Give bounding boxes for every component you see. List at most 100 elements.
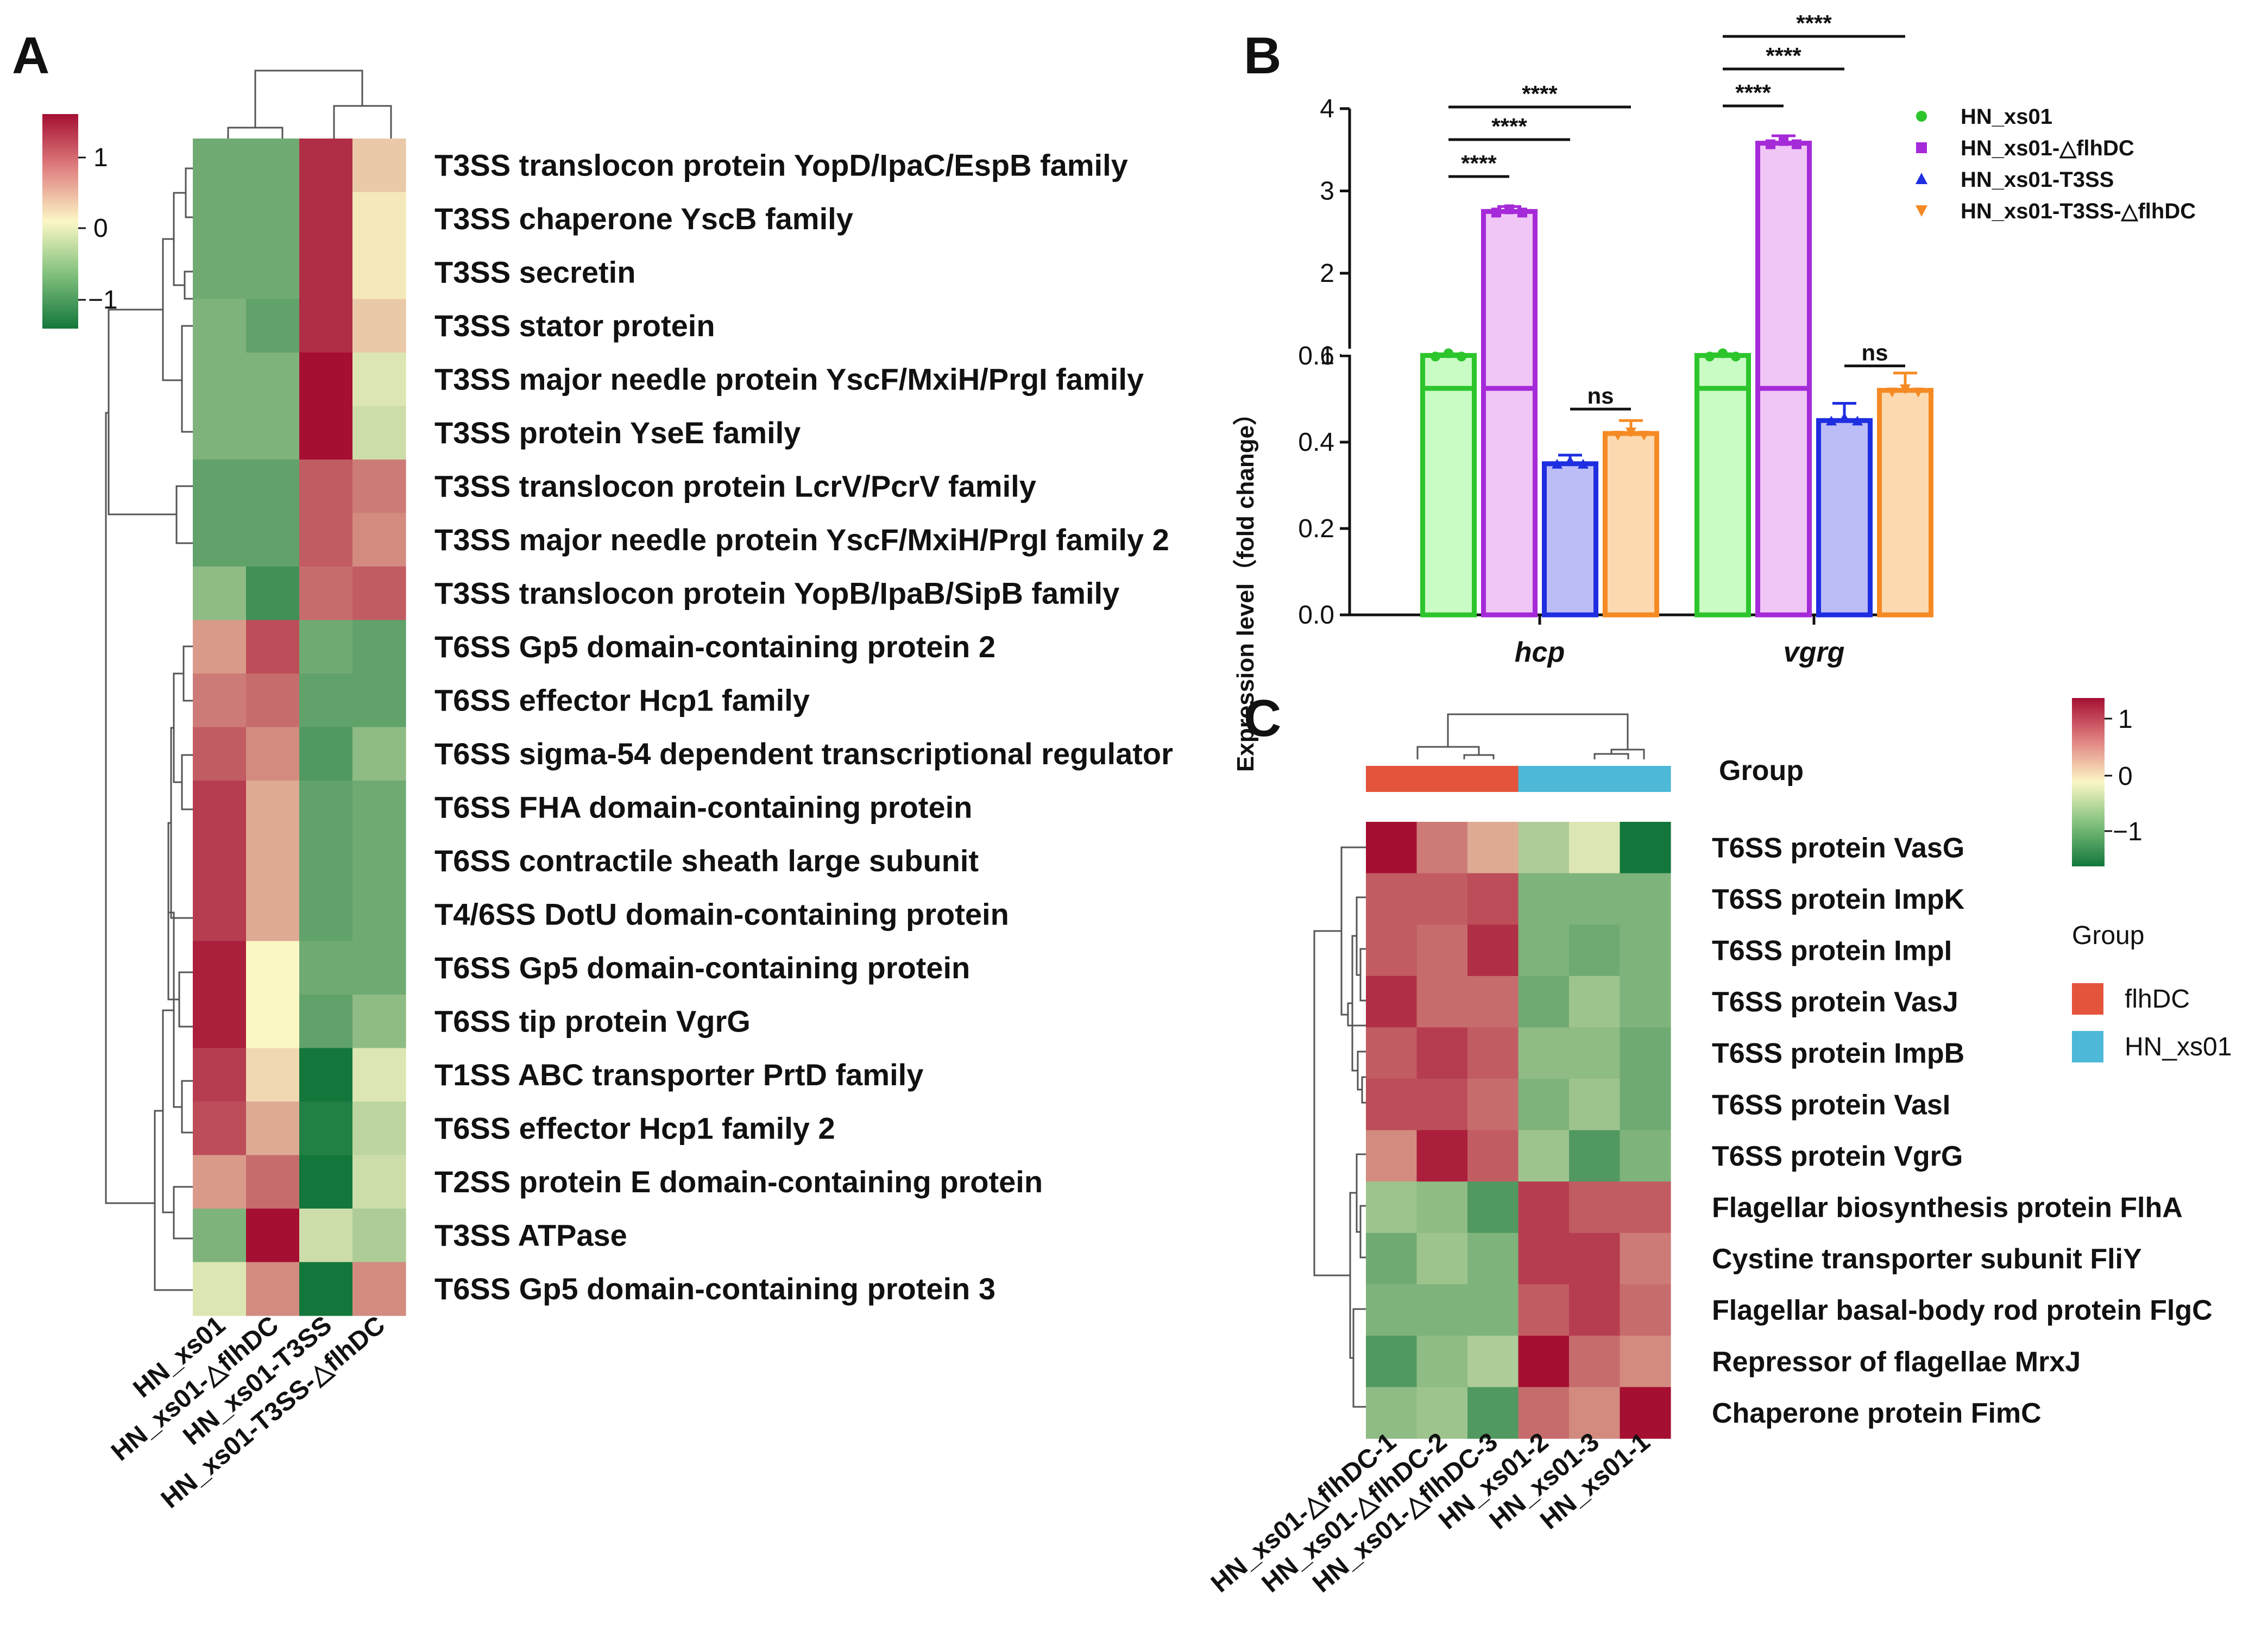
heatmap-cell xyxy=(1569,1027,1621,1079)
heatmap-cell xyxy=(352,299,406,353)
heatmap-cell xyxy=(1518,1027,1570,1079)
heatmap-cell xyxy=(1620,1130,1671,1182)
heatmap-cell xyxy=(299,192,353,246)
panel-b-letter: B xyxy=(1244,27,1281,85)
heatmap-cell xyxy=(352,1155,406,1209)
heatmap-cell xyxy=(1416,873,1468,925)
heatmap-cell xyxy=(1416,1232,1468,1285)
heatmap-cell xyxy=(246,995,300,1049)
heatmap-cell xyxy=(1467,1181,1519,1234)
heatmap-cell xyxy=(352,460,406,514)
data-point xyxy=(1705,351,1715,362)
panel-b-y-axis-label: Expression level（fold change） xyxy=(1232,401,1259,772)
panel-c-colorbar xyxy=(2072,698,2105,866)
heatmap-cell xyxy=(193,620,247,674)
row-label: T6SS Gp5 domain-containing protein xyxy=(434,951,970,985)
heatmap-cell xyxy=(1518,1079,1570,1131)
heatmap-cell xyxy=(299,513,353,567)
heatmap-cell xyxy=(352,888,406,942)
panel-c-column-labels: HN_xs01-△flhDC-1HN_xs01-△flhDC-2HN_xs01-… xyxy=(1206,1427,1655,1599)
heatmap-cell xyxy=(299,406,353,460)
panel-c-colorbar-tick: 1 xyxy=(2118,705,2133,734)
row-label: T4/6SS DotU domain-containing protein xyxy=(434,897,1009,931)
legend-label: HN_xs01-T3SS-△flhDC xyxy=(1961,199,2196,223)
y-tick-label: 3 xyxy=(1320,177,1334,205)
heatmap-cell xyxy=(1366,976,1418,1028)
bar xyxy=(1481,209,1538,391)
heatmap-cell xyxy=(1569,976,1621,1028)
heatmap-cell xyxy=(1366,1387,1418,1439)
row-label: T6SS contractile sheath large subunit xyxy=(434,844,979,878)
data-point xyxy=(1612,431,1623,441)
heatmap-cell xyxy=(1366,1079,1418,1131)
heatmap-cell xyxy=(1569,822,1621,874)
significance-label: **** xyxy=(1766,43,1801,68)
heatmap-cell xyxy=(299,674,353,728)
heatmap-cell xyxy=(1620,822,1671,874)
significance-label: **** xyxy=(1491,114,1527,139)
heatmap-cell xyxy=(193,353,247,407)
heatmap-cell xyxy=(299,620,353,674)
row-label: Flagellar basal-body rod protein FlgC xyxy=(1712,1295,2213,1326)
heatmap-cell xyxy=(193,1209,247,1263)
heatmap-cell xyxy=(246,620,300,674)
panel-a-colorbar-tick: 0 xyxy=(93,214,108,243)
row-label: T3SS stator protein xyxy=(434,309,715,343)
row-label: T3SS ATPase xyxy=(434,1218,627,1252)
panel-c-group-legend-title: Group xyxy=(2072,921,2144,950)
x-tick-label: hcp xyxy=(1515,637,1565,668)
heatmap-cell xyxy=(246,406,300,460)
heatmap-cell xyxy=(246,567,300,621)
heatmap-cell xyxy=(352,513,406,567)
heatmap-cell xyxy=(246,888,300,942)
panel-a-heatmap: 1 0 −1 xyxy=(42,70,1173,1514)
heatmap-cell xyxy=(352,674,406,728)
heatmap-cell xyxy=(1366,924,1418,977)
heatmap-cell xyxy=(246,941,300,995)
heatmap-cell xyxy=(246,513,300,567)
heatmap-cell xyxy=(193,567,247,621)
heatmap-cell xyxy=(352,727,406,781)
panel-a-cells xyxy=(193,139,406,1316)
bar xyxy=(1755,141,1812,391)
heatmap-cell xyxy=(1467,976,1519,1028)
row-label: T6SS tip protein VgrG xyxy=(434,1004,751,1038)
heatmap-cell xyxy=(193,995,247,1049)
heatmap-cell xyxy=(1467,1130,1519,1182)
heatmap-cell xyxy=(1518,1181,1570,1234)
heatmap-cell xyxy=(299,1048,353,1102)
data-point xyxy=(1552,458,1563,469)
data-point xyxy=(1565,455,1576,466)
heatmap-cell xyxy=(1467,1079,1519,1131)
data-point xyxy=(1913,387,1924,398)
row-label: T3SS chaperone YscB family xyxy=(434,202,853,236)
panel-a-colorbar xyxy=(42,114,78,329)
panel-c-group-label: Group xyxy=(1719,755,1804,787)
heatmap-cell xyxy=(1518,1336,1570,1388)
heatmap-cell xyxy=(246,674,300,728)
panel-b-significance: **** **** **** ns **** **** **** ns xyxy=(1448,10,1905,411)
panel-c-colorbar-tick: −1 xyxy=(2113,817,2143,846)
group-legend-label: flhDC xyxy=(2125,985,2190,1014)
heatmap-cell xyxy=(1467,1336,1519,1388)
row-label: T6SS protein VasJ xyxy=(1712,986,1958,1018)
significance-label: **** xyxy=(1796,10,1832,36)
row-label: T6SS protein ImpI xyxy=(1712,935,1952,967)
y-tick-label: 0.2 xyxy=(1298,514,1334,543)
data-point xyxy=(1731,351,1741,362)
data-point xyxy=(1900,384,1911,394)
bar xyxy=(1816,418,1873,618)
heatmap-cell xyxy=(299,567,353,621)
heatmap-cell xyxy=(193,192,247,246)
data-point xyxy=(1578,458,1589,469)
legend-marker xyxy=(1916,205,1927,217)
heatmap-cell xyxy=(246,781,300,835)
data-point xyxy=(1457,351,1466,362)
heatmap-cell xyxy=(352,353,406,407)
heatmap-cell xyxy=(352,1209,406,1263)
row-label: T3SS major needle protein YscF/MxiH/PrgI… xyxy=(434,362,1144,396)
significance-label: ns xyxy=(1587,383,1614,408)
group-legend-label: HN_xs01 xyxy=(2125,1033,2232,1061)
row-label: T2SS protein E domain-containing protein xyxy=(434,1165,1043,1199)
heatmap-cell xyxy=(1518,1387,1570,1439)
